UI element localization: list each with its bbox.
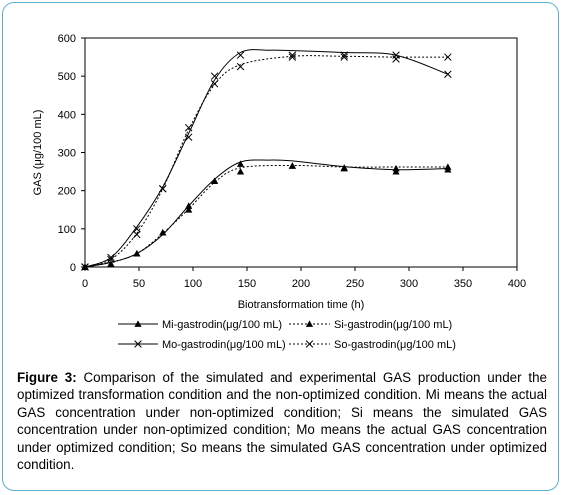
data-point-so-stroke (159, 185, 167, 193)
y-axis-title: GAS (μg/100 mL) (32, 110, 44, 196)
legend-marker-so (305, 340, 314, 348)
data-point-mo-stroke (184, 133, 193, 141)
data-point-so (288, 51, 297, 59)
data-point-si (288, 162, 296, 169)
chart-legend: Mi-gastrodin(μg/100 mL) Si-gastrodin(μg/… (118, 319, 456, 351)
data-point-so-stroke (236, 62, 245, 71)
x-tick-label: 50 (133, 278, 145, 290)
data-point-si (185, 206, 193, 213)
data-point-so (159, 185, 167, 193)
data-point-mo-stroke (392, 51, 400, 59)
series-line-si (84, 164, 448, 268)
legend-item-si: Si-gastrodin(μg/100 mL) (289, 319, 452, 331)
x-tick-label: 400 (508, 278, 526, 290)
plot-frame (84, 37, 518, 268)
data-point-si (340, 164, 348, 172)
chart-svg: 0 50 100 150 200 250 300 350 400 0 100 200 300 400 500… (32, 33, 527, 351)
chart-markers (81, 51, 452, 271)
x-tick-label: 100 (184, 278, 202, 290)
x-tick-label: 250 (346, 278, 364, 290)
data-point-so (340, 53, 348, 61)
data-point-mo-stroke (107, 253, 115, 262)
data-point-mi (236, 160, 245, 167)
data-point-so (236, 62, 245, 71)
caption-label: Figure 3: (17, 370, 77, 385)
legend-label-mo: Mo-gastrodin(μg/100 mL) (162, 339, 286, 351)
x-tick-label: 200 (292, 278, 310, 290)
x-tick-label: 0 (82, 278, 88, 290)
data-point-mo (107, 253, 115, 262)
data-point-so (184, 123, 193, 132)
data-point-mo-stroke (236, 51, 245, 59)
data-point-mo-stroke (133, 225, 141, 233)
data-point-so-stroke (340, 53, 348, 61)
chart-ticks: 0 50 100 150 200 250 300 350 400 0 100 200 300 400 500… (58, 33, 527, 290)
legend-marker-mi (134, 320, 142, 327)
y-tick-label: 100 (58, 224, 76, 236)
data-point-so-stroke (107, 255, 115, 264)
x-tick-label: 300 (400, 278, 418, 290)
data-point-so (133, 230, 141, 239)
data-point-so-stroke (444, 53, 452, 61)
chart-axes (84, 37, 518, 268)
data-point-mo (444, 70, 452, 79)
data-point-si (392, 164, 400, 172)
legend-label-si: Si-gastrodin(μg/100 mL) (334, 319, 452, 331)
data-point-so-stroke (392, 55, 400, 63)
series-line-mi (84, 159, 448, 268)
data-point-mi (185, 202, 193, 209)
series-line-mo (84, 49, 449, 268)
data-point-mo-stroke (288, 53, 297, 61)
x-axis-title: Biotransformation time (h) (238, 299, 365, 311)
data-point-mo (288, 53, 297, 61)
y-tick-label: 300 (58, 148, 76, 160)
chart-curves (84, 49, 449, 268)
x-tick-label: 350 (454, 278, 472, 290)
data-point-so (107, 255, 115, 264)
data-point-mo (340, 51, 348, 59)
x-tick-label: 150 (238, 278, 256, 290)
legend-marker-so-stroke (305, 340, 314, 348)
legend-item-mi: Mi-gastrodin(μg/100 mL) (118, 319, 282, 331)
y-tick-label: 200 (58, 186, 76, 198)
data-point-so-stroke (133, 230, 141, 239)
data-point-mo (184, 133, 193, 141)
data-point-so-stroke (184, 123, 193, 132)
data-point-so (444, 53, 452, 61)
data-point-mo-stroke (444, 70, 452, 79)
data-point-mo (236, 51, 245, 59)
legend-marker-si (305, 320, 314, 327)
data-point-si (444, 163, 452, 170)
legend-marker-mo (134, 340, 142, 348)
figure-caption: Figure 3: Comparison of the simulated an… (17, 369, 547, 473)
data-point-mo (392, 51, 400, 59)
y-tick-label: 500 (58, 71, 76, 83)
legend-label-mi: Mi-gastrodin(μg/100 mL) (162, 319, 282, 331)
data-point-si (236, 167, 245, 175)
data-point-si (107, 260, 115, 267)
figure-frame (2, 2, 559, 491)
data-point-so (392, 55, 400, 63)
caption-text: Comparison of the simulated and experime… (17, 370, 548, 473)
y-tick-label: 0 (70, 262, 76, 274)
data-point-si (133, 250, 141, 257)
data-point-mo-stroke (210, 72, 219, 80)
series-line-so (84, 55, 448, 268)
data-point-mo (133, 225, 141, 233)
legend-marker-mo-stroke (134, 340, 142, 348)
y-tick-label: 400 (58, 109, 76, 121)
data-point-si (211, 177, 219, 185)
data-point-mo (210, 72, 219, 80)
legend-item-so: So-gastrodin(μg/100 mL) (289, 339, 456, 351)
legend-item-mo: Mo-gastrodin(μg/100 mL) (118, 339, 286, 351)
data-point-si (159, 229, 167, 236)
data-point-mo-stroke (340, 51, 348, 59)
y-tick-label: 600 (58, 33, 76, 45)
data-point-so (210, 80, 219, 88)
data-point-so-stroke (210, 80, 219, 88)
legend-label-so: So-gastrodin(μg/100 mL) (334, 339, 456, 351)
data-point-so-stroke (288, 51, 297, 59)
